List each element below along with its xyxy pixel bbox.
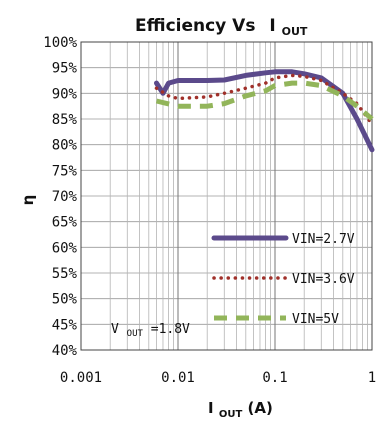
x-tick-label: 0.01 (161, 370, 195, 386)
x-axis-title: I OUT (A) (208, 399, 273, 421)
chart-title: Efficiency Vs I OUT (135, 16, 308, 38)
series-line-1 (154, 69, 375, 153)
legend: VIN=2.7V VIN=3.6V VIN=5V (211, 232, 355, 327)
annotation-main: V (111, 322, 119, 337)
annotation-vout: V OUT =1.8V (111, 322, 190, 340)
legend-label: VIN=2.7V (292, 232, 355, 247)
y-tick-label: 50% (52, 292, 78, 308)
legend-label: VIN=5V (292, 312, 339, 327)
y-tick-label: 40% (52, 343, 78, 359)
y-tick-label: 60% (52, 240, 78, 256)
chart-title-main: Efficiency Vs (135, 16, 255, 36)
y-tick-label: 75% (52, 163, 78, 179)
chart-title-var: I (269, 16, 275, 36)
y-tick-label: 80% (52, 138, 78, 154)
y-tick-label: 45% (52, 317, 78, 333)
annotation-sub: OUT (127, 329, 144, 339)
y-axis-title: η (19, 195, 37, 206)
x-axis-title-unit: (A) (248, 399, 273, 417)
y-tick-label: 100% (43, 35, 77, 51)
y-axis-ticks: 40% 45% 50% 55% 60% 65% 70% 75% 80% 85% 90% 95% 100% (43, 35, 77, 359)
annotation-rest: =1.8V (151, 322, 190, 337)
chart-title-var-sub: OUT (282, 25, 308, 38)
series-line-2 (154, 73, 374, 126)
y-tick-label: 95% (52, 61, 78, 77)
x-tick-label: 0.1 (262, 370, 287, 386)
x-axis-title-sub: OUT (219, 409, 243, 420)
y-tick-label: 90% (52, 86, 78, 102)
y-tick-label: 85% (52, 112, 78, 128)
x-axis-title-main: I (208, 399, 214, 417)
plot-area-frame (80, 41, 373, 351)
x-axis-ticks: 0.001 0.01 0.1 1 (60, 370, 376, 386)
y-tick-label: 55% (52, 266, 78, 282)
legend-label: VIN=3.6V (292, 272, 355, 287)
y-tick-label: 65% (52, 215, 78, 231)
x-tick-label: 1 (368, 370, 376, 386)
series-group (154, 69, 375, 153)
series-line-3 (155, 80, 374, 121)
y-tick-label: 70% (52, 189, 78, 205)
x-tick-label: 0.001 (60, 370, 102, 386)
